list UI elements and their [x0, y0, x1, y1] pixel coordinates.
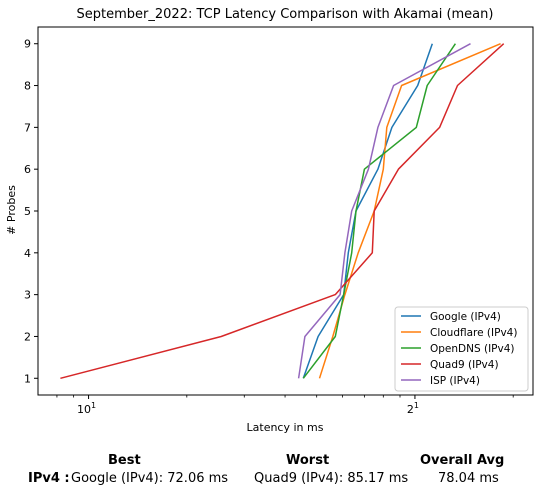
series-line-4	[297, 43, 471, 379]
summary-table: Best Worst Overall Avg IPv4 : Google (IP…	[0, 448, 541, 496]
series-line-3	[60, 43, 505, 380]
summary-header-best: Best	[108, 453, 141, 468]
y-tick-label-4: 4	[24, 247, 31, 260]
legend-label-2: OpenDNS (IPv4)	[430, 343, 515, 355]
plot-area: 1 2 3 4 5 6 7 8 9 101 21 Google (IPv4) Cloudflare (I…	[24, 26, 534, 416]
latency-chart: September_2022: TCP Latency Comparison w…	[5, 7, 534, 434]
y-axis-label: # Probes	[5, 185, 18, 235]
series-line-2	[302, 43, 457, 379]
summary-row-label: IPv4 :	[28, 471, 70, 486]
x-tick-label-1: 21	[407, 401, 419, 416]
summary-header-worst: Worst	[286, 453, 330, 468]
chart-title: September_2022: TCP Latency Comparison w…	[77, 7, 494, 22]
y-tick-label-8: 8	[24, 80, 31, 93]
y-tick-label-1: 1	[24, 372, 31, 385]
y-tick-label-7: 7	[24, 121, 31, 134]
y-tick-label-3: 3	[24, 289, 31, 302]
legend-label-4: ISP (IPv4)	[430, 375, 480, 387]
legend-box	[394, 306, 529, 392]
summary-best-value: Google (IPv4): 72.06 ms	[71, 471, 229, 486]
y-tick-label-6: 6	[24, 163, 31, 176]
x-axis-label: Latency in ms	[247, 421, 324, 434]
x-tick-label-0: 101	[77, 401, 96, 416]
summary-worst-value: Quad9 (IPv4): 85.17 ms	[254, 471, 409, 486]
legend-label-3: Quad9 (IPv4)	[430, 359, 499, 371]
legend-label-0: Google (IPv4)	[430, 311, 501, 323]
summary-avg-value: 78.04 ms	[438, 471, 499, 486]
summary-header-avg: Overall Avg	[420, 453, 505, 468]
legend-label-1: Cloudflare (IPv4)	[430, 327, 517, 339]
y-tick-label-9: 9	[24, 38, 31, 51]
y-tick-label-2: 2	[24, 330, 31, 343]
y-tick-label-5: 5	[24, 205, 31, 218]
